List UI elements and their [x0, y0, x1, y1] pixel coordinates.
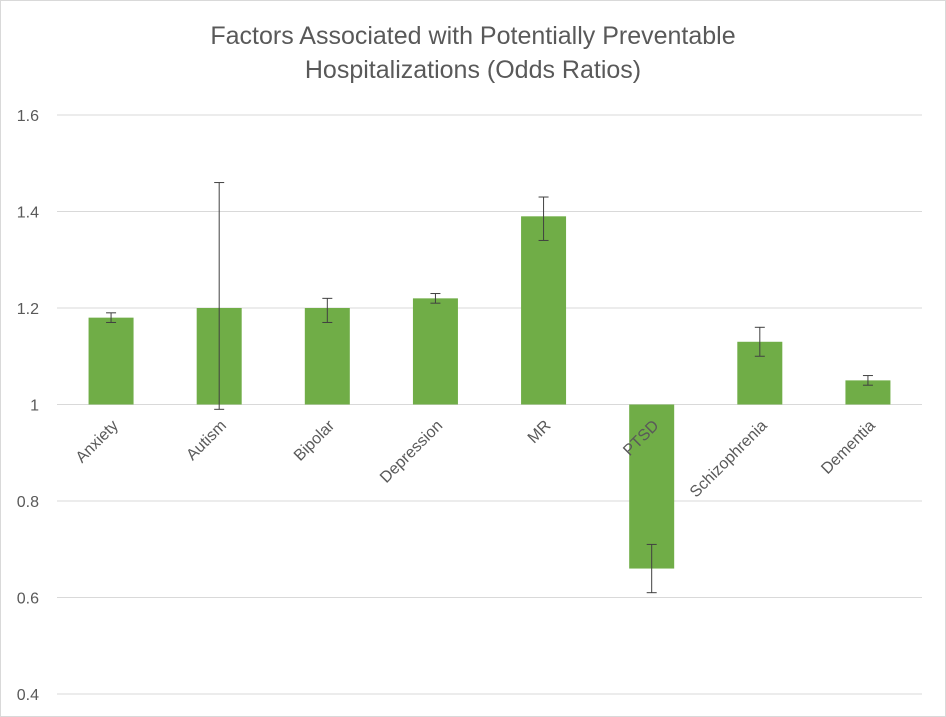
chart-title: Factors Associated with Potentially Prev…	[1, 19, 945, 87]
error-bar-schizophrenia	[754, 326, 765, 357]
gridlines	[57, 114, 922, 695]
y-tick-label: 1.6	[17, 108, 39, 125]
chart-title-line-2: Hospitalizations (Odds Ratios)	[304, 56, 642, 84]
category-label-autism: Autism	[183, 417, 230, 464]
y-tick-label: 0.8	[17, 494, 39, 511]
error-bars	[106, 182, 873, 594]
error-bar-bipolar	[322, 297, 333, 323]
category-label-bipolar: Bipolar	[291, 417, 339, 465]
error-bar-ptsd	[646, 543, 657, 594]
bar-ptsd	[629, 404, 675, 569]
bar-depression	[412, 298, 458, 405]
category-label-schizophrenia: Schizophrenia	[687, 417, 771, 501]
y-tick-label: 1	[30, 398, 39, 415]
error-bar-anxiety	[106, 312, 117, 323]
error-bar-depression	[430, 293, 441, 304]
category-label-mr: MR	[525, 417, 555, 447]
category-label-depression: Depression	[377, 417, 446, 486]
category-labels: Anxiety Autism Bipolar Depression MR PTSD Schi…	[73, 417, 879, 501]
error-bar-autism	[214, 182, 225, 410]
y-tick-label: 0.4	[17, 687, 39, 704]
y-tick-label: 1.2	[17, 301, 39, 318]
chart-title-line-1: Factors Associated with Potentially Prev…	[210, 22, 736, 50]
y-tick-label: 1.4	[17, 205, 39, 222]
error-bar-dementia	[862, 375, 873, 386]
y-tick-label: 0.6	[17, 591, 39, 608]
bars	[88, 216, 891, 569]
category-label-anxiety: Anxiety	[73, 417, 122, 466]
bar-mr	[521, 216, 567, 405]
error-bar-mr	[538, 196, 549, 241]
category-label-dementia: Dementia	[818, 417, 879, 478]
bar-bipolar	[304, 308, 350, 405]
bar-anxiety	[88, 317, 134, 405]
y-axis-tick-labels: 1.6 1.4 1.2 1 0.8 0.6 0.4	[17, 108, 39, 704]
